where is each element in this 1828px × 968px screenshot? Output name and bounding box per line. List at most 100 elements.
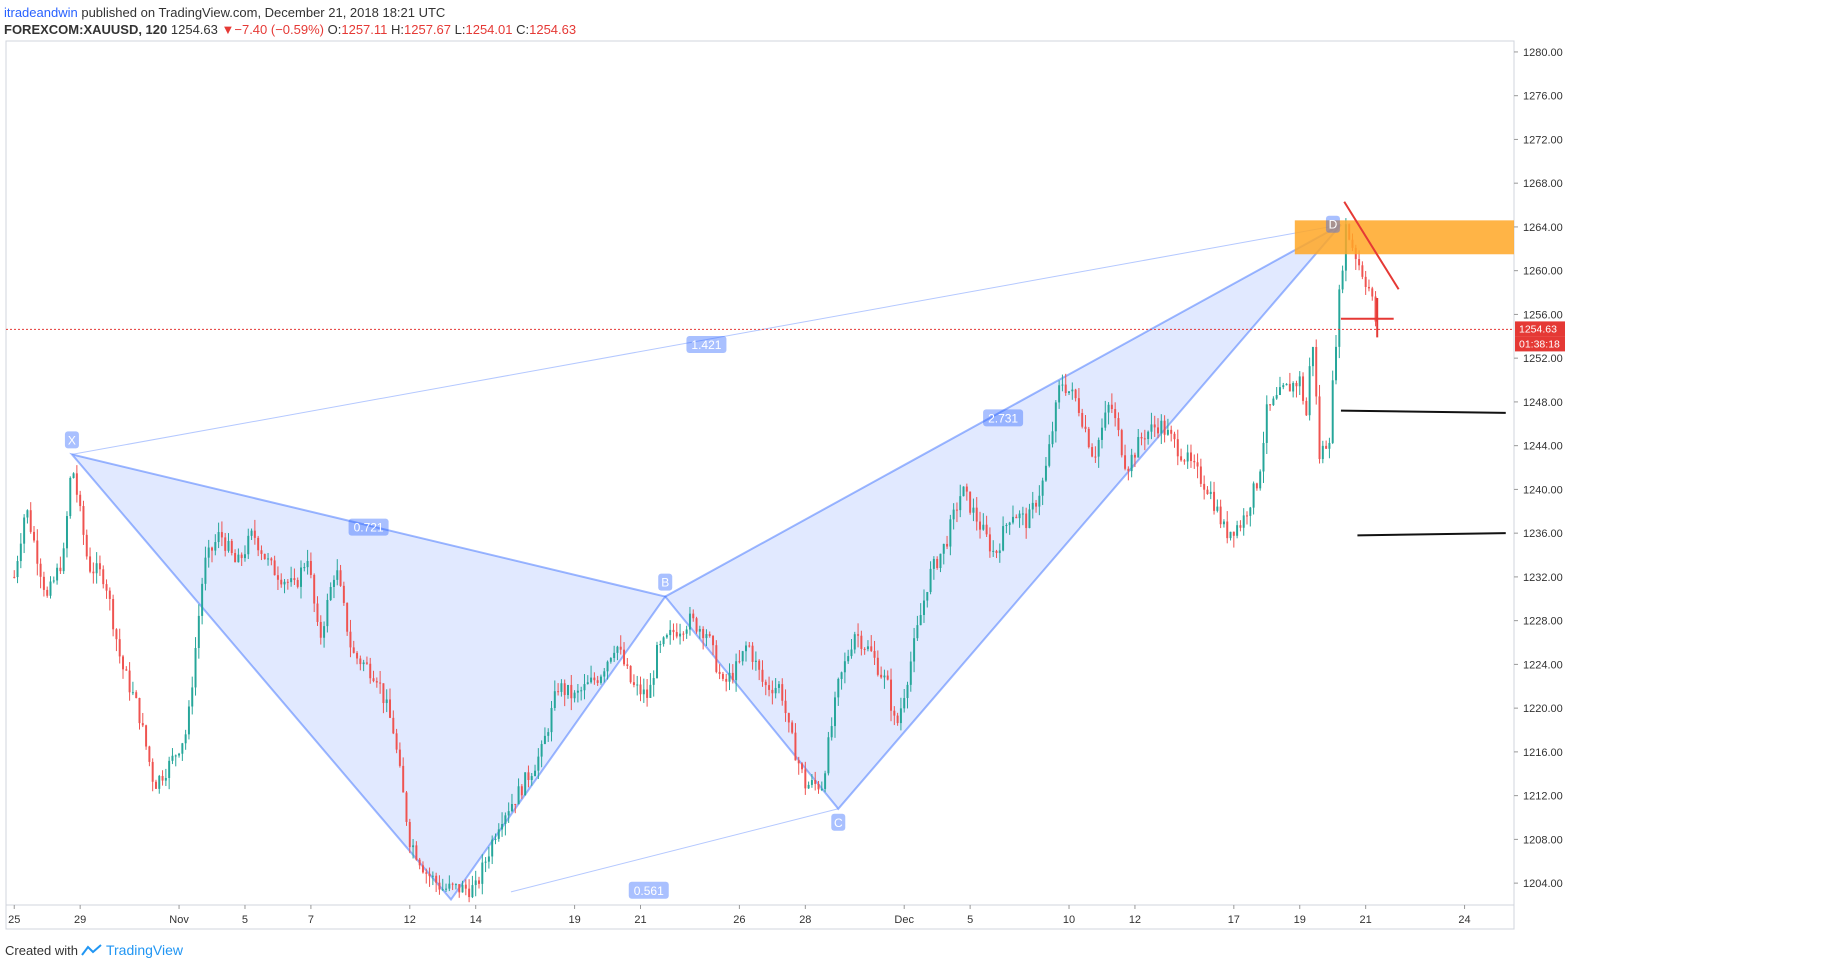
candle-body: [781, 684, 784, 701]
candle-body: [263, 553, 266, 560]
point-x-bg: [64, 431, 79, 449]
candle-body: [39, 563, 42, 577]
candle-body: [435, 875, 438, 883]
candle-body: [415, 845, 418, 860]
candlestick-series: [13, 218, 1377, 903]
candle-body: [590, 677, 593, 683]
candle-body: [725, 678, 728, 682]
candle-body: [669, 629, 672, 636]
candle-body: [1031, 502, 1034, 510]
candle-body: [290, 578, 293, 583]
candle-body: [191, 687, 194, 707]
candle-body: [695, 618, 698, 632]
candle-body: [85, 534, 88, 557]
candle-body: [1127, 468, 1130, 472]
candle-body: [712, 635, 715, 646]
candle-body: [1298, 376, 1301, 387]
candle-body: [52, 580, 55, 582]
candle-body: [316, 603, 319, 622]
candle-body: [1272, 398, 1275, 406]
tradingview-brand-link[interactable]: TradingView: [105, 942, 184, 958]
candle-body: [145, 725, 148, 747]
candle-body: [122, 656, 125, 670]
candle-body: [537, 756, 540, 771]
candle-body: [178, 753, 181, 756]
change-arrow-icon: ▼: [221, 22, 235, 37]
candle-body: [468, 888, 471, 898]
candle-body: [830, 726, 833, 738]
candle-body: [151, 761, 154, 782]
candle-body: [484, 861, 487, 863]
chart-frame: [5, 40, 1515, 930]
candle-body: [715, 645, 718, 672]
point-d-bg: [1325, 215, 1340, 233]
candle-body: [1285, 383, 1288, 386]
candle-body: [679, 633, 682, 637]
candle-body: [1236, 525, 1239, 536]
candle-body: [33, 531, 36, 541]
candle-body: [909, 661, 912, 685]
trend-line-4: [1340, 409, 1506, 414]
candle-body: [1232, 531, 1235, 536]
candle-body: [385, 699, 388, 704]
candle-body: [471, 885, 474, 898]
candle-body: [428, 873, 431, 877]
candle-body: [1048, 444, 1051, 466]
candle-body: [632, 682, 635, 685]
x-tick-label: 19: [568, 914, 580, 926]
candle-body: [843, 661, 846, 673]
candle-body: [919, 615, 922, 626]
candle-body: [979, 521, 982, 530]
candle-body: [1206, 489, 1209, 495]
candle-body: [1246, 515, 1248, 517]
candle-body: [336, 570, 339, 580]
candle-body: [932, 558, 935, 569]
candle-body: [534, 770, 537, 777]
candle-body: [296, 580, 299, 587]
candle-body: [1341, 270, 1344, 290]
candle-body: [606, 661, 609, 672]
candle-body: [563, 683, 566, 696]
ratio-1-421-bg: [686, 336, 727, 354]
candle-body: [922, 600, 925, 616]
candle-body: [112, 598, 115, 630]
candle-body: [365, 662, 368, 664]
candle-body: [593, 677, 596, 681]
candle-body: [319, 621, 322, 638]
candle-body: [804, 769, 807, 789]
candle-body: [774, 687, 777, 694]
x-tick-label: 19: [1294, 914, 1306, 926]
candle-body: [926, 592, 929, 601]
x-tick-label: Dec: [894, 914, 914, 926]
candle-body: [323, 626, 326, 638]
candle-body: [745, 645, 747, 652]
candle-body: [438, 882, 441, 890]
candle-body: [1176, 439, 1179, 457]
xab-triangle: [69, 452, 667, 902]
candle-body: [1074, 389, 1077, 399]
candle-body: [1094, 456, 1097, 458]
candle-body: [777, 684, 780, 688]
candle-body: [1308, 366, 1311, 416]
candle-body: [1305, 400, 1308, 416]
candle-body: [665, 635, 668, 638]
candle-body: [1193, 461, 1196, 463]
candle-body: [652, 678, 655, 685]
candle-body: [494, 838, 497, 840]
candle-body: [16, 561, 19, 578]
candle-body: [247, 535, 250, 555]
candle-body: [787, 713, 790, 723]
price-change: −7.40 (−0.59%): [234, 22, 324, 37]
candle-body: [98, 563, 101, 570]
username-link[interactable]: itradeandwin: [4, 5, 78, 20]
candle-body: [768, 685, 771, 690]
candle-body: [26, 510, 29, 518]
candle-body: [1311, 347, 1314, 367]
candle-body: [224, 537, 227, 551]
candle-body: [474, 880, 477, 886]
candle-body: [810, 780, 813, 785]
candle-body: [619, 646, 622, 650]
x-tick-label: 7: [308, 914, 314, 926]
candle-body: [421, 865, 424, 873]
